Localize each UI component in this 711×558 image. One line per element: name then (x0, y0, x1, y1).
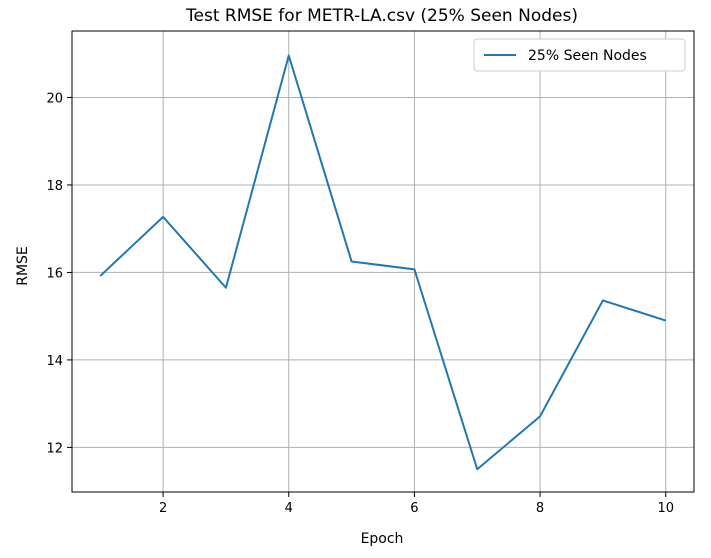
x-tick-label: 8 (536, 501, 544, 516)
legend-box (473, 38, 686, 72)
series-line (99, 54, 667, 471)
axis-ticks: 2 4 6 8 10 12 14 16 18 20 (46, 91, 674, 516)
plot-frame (71, 30, 695, 493)
y-tick-label: 18 (46, 179, 63, 194)
y-tick-label: 14 (46, 354, 63, 369)
grid (72, 31, 694, 492)
y-axis-label: RMSE (15, 246, 31, 286)
series-layer (99, 54, 667, 471)
y-tick-label: 12 (46, 441, 63, 456)
y-tick-label: 16 (46, 266, 63, 281)
x-axis-label: Epoch (361, 531, 404, 547)
y-tick-label: 20 (46, 91, 63, 106)
x-tick-label: 2 (159, 501, 167, 516)
x-tick-label: 6 (410, 501, 418, 516)
x-tick-label: 10 (657, 501, 674, 516)
chart-title: Test RMSE for METR-LA.csv (25% Seen Node… (185, 6, 578, 26)
legend-label: 25% Seen Nodes (528, 48, 647, 64)
x-tick-label: 4 (285, 501, 293, 516)
legend: 25% Seen Nodes (473, 38, 686, 72)
